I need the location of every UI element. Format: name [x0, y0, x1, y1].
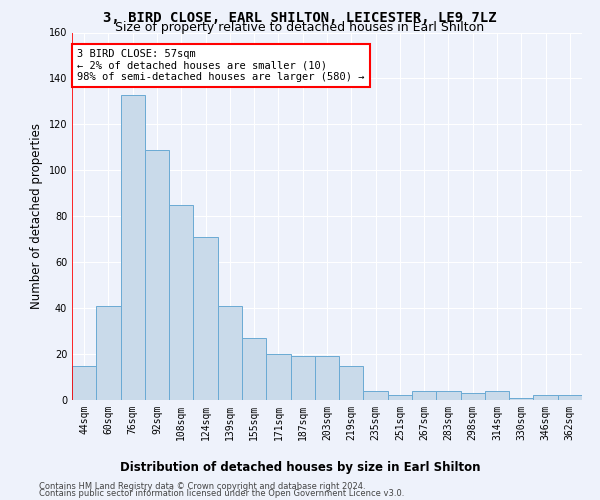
Bar — [485, 391, 509, 400]
Bar — [290, 356, 315, 400]
Bar — [364, 391, 388, 400]
Bar — [72, 366, 96, 400]
Bar — [412, 391, 436, 400]
Bar — [388, 396, 412, 400]
Bar — [509, 398, 533, 400]
Text: Size of property relative to detached houses in Earl Shilton: Size of property relative to detached ho… — [115, 21, 485, 34]
Bar — [315, 356, 339, 400]
Bar — [169, 205, 193, 400]
Bar — [461, 393, 485, 400]
Bar — [218, 306, 242, 400]
Text: Distribution of detached houses by size in Earl Shilton: Distribution of detached houses by size … — [120, 461, 480, 474]
Bar — [145, 150, 169, 400]
Text: 3, BIRD CLOSE, EARL SHILTON, LEICESTER, LE9 7LZ: 3, BIRD CLOSE, EARL SHILTON, LEICESTER, … — [103, 11, 497, 25]
Bar — [121, 94, 145, 400]
Text: Contains public sector information licensed under the Open Government Licence v3: Contains public sector information licen… — [39, 488, 404, 498]
Bar — [96, 306, 121, 400]
Bar — [266, 354, 290, 400]
Bar — [436, 391, 461, 400]
Bar — [193, 237, 218, 400]
Y-axis label: Number of detached properties: Number of detached properties — [30, 123, 43, 309]
Text: 3 BIRD CLOSE: 57sqm
← 2% of detached houses are smaller (10)
98% of semi-detache: 3 BIRD CLOSE: 57sqm ← 2% of detached hou… — [77, 49, 365, 82]
Bar — [242, 338, 266, 400]
Text: Contains HM Land Registry data © Crown copyright and database right 2024.: Contains HM Land Registry data © Crown c… — [39, 482, 365, 491]
Bar — [558, 396, 582, 400]
Bar — [339, 366, 364, 400]
Bar — [533, 396, 558, 400]
